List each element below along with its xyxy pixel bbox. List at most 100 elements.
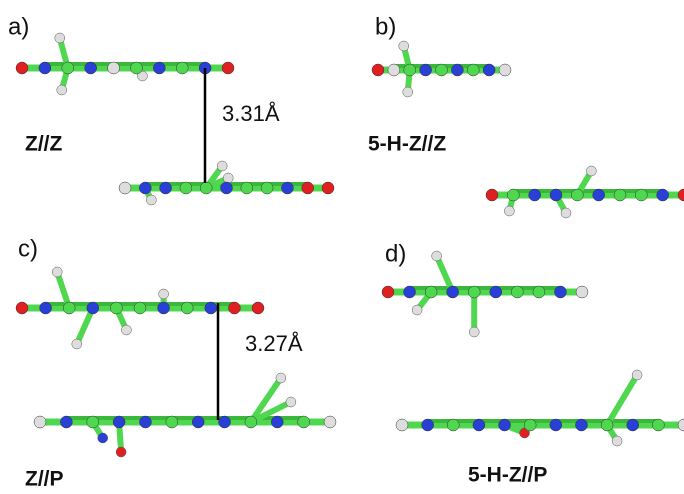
atom [108, 62, 120, 74]
atom [612, 436, 622, 446]
atom [571, 189, 583, 201]
atom [422, 419, 434, 431]
panel-label: 5-H-Z//P [468, 464, 547, 487]
atom [261, 182, 273, 194]
panel-label: 5-H-Z//Z [368, 133, 446, 156]
atom [451, 64, 463, 76]
distance-label: 3.31Å [222, 101, 280, 126]
atom [252, 302, 264, 314]
atom [322, 182, 334, 194]
atom [511, 286, 523, 298]
atom [550, 189, 562, 201]
atom [382, 286, 394, 298]
atom [499, 419, 511, 431]
atom [221, 182, 233, 194]
atom [192, 416, 204, 428]
atom [219, 416, 231, 428]
atom [39, 62, 51, 74]
atom [529, 189, 541, 201]
atom [146, 195, 156, 205]
atom [159, 289, 169, 299]
atom [575, 419, 587, 431]
atom [372, 64, 384, 76]
atom [432, 251, 442, 261]
atom [396, 419, 408, 431]
atom [593, 189, 605, 201]
atom [200, 182, 212, 194]
atom [324, 416, 336, 428]
atom [158, 302, 170, 314]
atom [554, 286, 566, 298]
atom [110, 302, 122, 314]
atom [241, 182, 253, 194]
atom [63, 302, 75, 314]
bond [607, 375, 637, 425]
atom [276, 373, 286, 383]
distance-label: 3.27Å [245, 331, 303, 356]
atom [205, 302, 217, 314]
atom [180, 182, 192, 194]
atom [504, 206, 514, 216]
atom [550, 419, 562, 431]
atom [499, 64, 511, 76]
atom [399, 41, 409, 51]
atom [281, 182, 293, 194]
atom [586, 166, 596, 176]
atom [217, 161, 227, 171]
atom [507, 189, 519, 201]
atom [447, 419, 459, 431]
atom [176, 62, 188, 74]
atom [271, 416, 283, 428]
atom [412, 305, 422, 315]
atom [436, 64, 448, 76]
panel-label: Z//P [25, 468, 64, 491]
atom [403, 87, 413, 97]
atom [40, 302, 52, 314]
atom [614, 189, 626, 201]
atom [561, 208, 571, 218]
atom [627, 419, 639, 431]
atom [467, 64, 479, 76]
atom [678, 189, 684, 201]
atom [483, 64, 495, 76]
atom [632, 370, 642, 380]
atom [533, 286, 545, 298]
atom [652, 419, 664, 431]
atom [469, 327, 479, 337]
atom [166, 416, 178, 428]
atom [130, 62, 142, 74]
atom [113, 416, 125, 428]
atom [134, 302, 146, 314]
atom [98, 433, 108, 443]
atom [181, 302, 193, 314]
atom [72, 339, 82, 349]
atom [62, 62, 74, 74]
atom [153, 62, 165, 74]
atom [486, 189, 498, 201]
atom [160, 182, 172, 194]
atom [119, 182, 131, 194]
atom [116, 447, 126, 457]
panel-letter: d) [385, 240, 406, 267]
atom [404, 64, 416, 76]
atom [16, 62, 28, 74]
atom [55, 33, 65, 43]
atom [678, 419, 684, 431]
atom [60, 416, 72, 428]
atom [57, 85, 67, 95]
atom [468, 286, 480, 298]
atom [601, 419, 613, 431]
atom [87, 416, 99, 428]
atom [121, 325, 131, 335]
atom [139, 416, 151, 428]
atom [222, 62, 234, 74]
atom [388, 64, 400, 76]
atom [404, 286, 416, 298]
atom [52, 267, 62, 277]
panel-letter: c) [18, 235, 38, 262]
molecules [16, 33, 684, 457]
atom [34, 416, 46, 428]
atom [85, 62, 97, 74]
atom [635, 189, 647, 201]
atom [302, 182, 314, 194]
